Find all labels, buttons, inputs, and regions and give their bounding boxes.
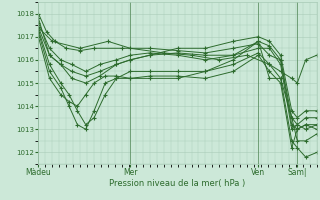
X-axis label: Pression niveau de la mer( hPa ): Pression niveau de la mer( hPa ): [109, 179, 246, 188]
